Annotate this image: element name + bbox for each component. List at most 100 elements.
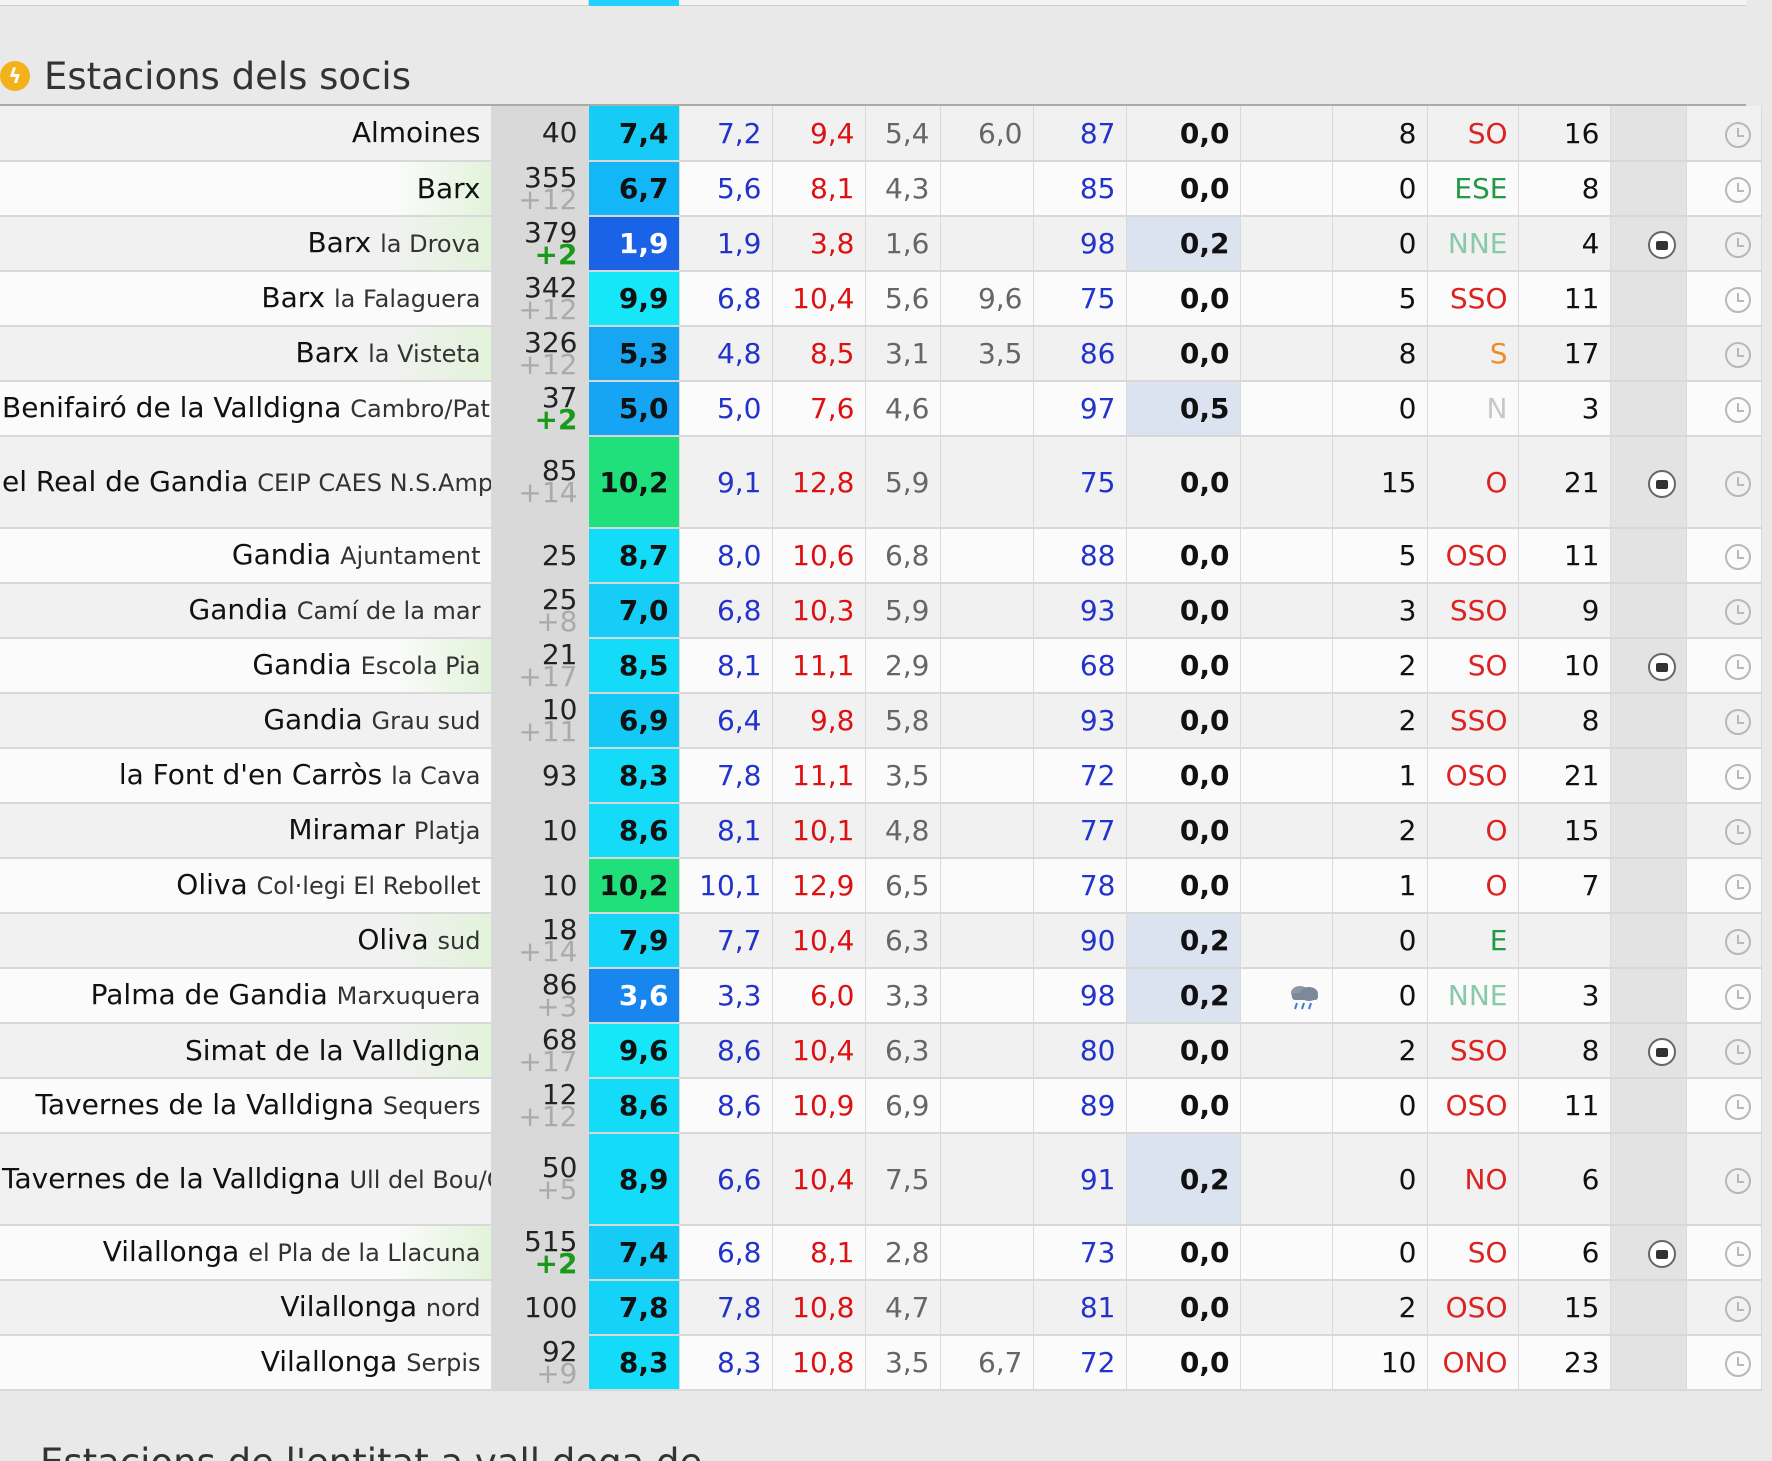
history-cell[interactable] <box>1686 1133 1762 1226</box>
station-location[interactable]: la Falaguera <box>334 285 481 313</box>
station-row[interactable]: Tavernes de la Valldigna Sequers 12 +12 8,6… <box>0 1078 1762 1134</box>
station-name-cell[interactable]: Gandia Grau sud <box>0 693 492 749</box>
clock-icon[interactable] <box>1724 929 1751 955</box>
station-name-cell[interactable]: Palma de Gandia Marxuquera <box>0 968 492 1024</box>
history-cell[interactable] <box>1686 326 1762 382</box>
station-place[interactable]: Oliva <box>357 923 429 956</box>
clock-icon[interactable] <box>1724 764 1751 790</box>
station-location[interactable]: nord <box>425 1294 481 1322</box>
station-location[interactable]: Escola Pia <box>360 652 481 680</box>
history-cell[interactable] <box>1686 913 1762 969</box>
station-name-cell[interactable]: Barx la Visteta <box>0 326 492 382</box>
station-location[interactable]: Sequers <box>382 1092 481 1120</box>
clock-icon[interactable] <box>1724 709 1751 735</box>
station-row[interactable]: Barx 355 +12 6,7 5,6 8,1 4,3 85 0,0 0 ESE 8 <box>0 161 1762 217</box>
camera-icon[interactable] <box>1647 231 1676 259</box>
history-cell[interactable] <box>1686 968 1762 1024</box>
history-cell[interactable] <box>1686 216 1762 272</box>
clock-icon[interactable] <box>1724 232 1751 258</box>
station-location[interactable]: CEIP CAES N.S.Amparo <box>257 468 491 497</box>
station-location[interactable]: la Cava <box>391 762 481 790</box>
station-location[interactable]: Ajuntament <box>340 542 481 570</box>
history-cell[interactable] <box>1686 161 1762 217</box>
webcam-cell[interactable] <box>1610 216 1687 272</box>
clock-icon[interactable] <box>1724 397 1751 423</box>
clock-icon[interactable] <box>1724 544 1751 570</box>
station-name-cell[interactable]: Gandia Ajuntament <box>0 528 492 584</box>
station-name-cell[interactable]: Almoines <box>0 106 492 162</box>
station-location[interactable]: Marxuquera <box>336 982 481 1010</box>
station-name-cell[interactable]: Barx <box>0 161 492 217</box>
station-row[interactable]: Palma de Gandia Marxuquera 86 +3 3,6 3,3 6,0 3… <box>0 968 1762 1024</box>
station-place[interactable]: la Font d'en Carròs <box>118 758 383 791</box>
station-row[interactable]: Miramar Platja 10 8,6 8,1 10,1 4,8 77 0,0 2 O 15 <box>0 803 1762 859</box>
clock-icon[interactable] <box>1724 599 1751 625</box>
history-cell[interactable] <box>1686 803 1762 859</box>
station-place[interactable]: Vilallonga <box>102 1235 240 1268</box>
history-cell[interactable] <box>1686 1225 1762 1281</box>
history-cell[interactable] <box>1686 436 1762 529</box>
station-name-cell[interactable]: el Real de Gandia CEIP CAES N.S.Amparo <box>0 436 492 529</box>
clock-icon[interactable] <box>1724 470 1751 497</box>
station-place[interactable]: Oliva <box>176 868 248 901</box>
station-name-cell[interactable]: la Font d'en Carròs la Cava <box>0 748 492 804</box>
station-place[interactable]: Vilallonga <box>260 1345 398 1378</box>
camera-icon[interactable] <box>1647 1240 1676 1268</box>
history-cell[interactable] <box>1686 381 1762 437</box>
station-location[interactable]: Cambro/Pator <box>350 395 490 423</box>
clock-icon[interactable] <box>1724 819 1751 845</box>
station-name-cell[interactable]: Vilallonga nord <box>0 1280 492 1336</box>
station-location[interactable]: el Pla de la Llacuna <box>248 1239 481 1267</box>
station-row[interactable]: Tavernes de la Valldigna Ull del Bou/Cam… <box>0 1133 1762 1226</box>
clock-icon[interactable] <box>1724 1094 1751 1120</box>
station-location[interactable]: Col·legi El Rebollet <box>256 872 481 900</box>
station-location[interactable]: Serpis <box>406 1349 481 1377</box>
station-name-cell[interactable]: Tavernes de la Valldigna Sequers <box>0 1078 492 1134</box>
history-cell[interactable] <box>1686 638 1762 694</box>
clock-icon[interactable] <box>1724 177 1751 203</box>
station-name-cell[interactable]: Simat de la Valldigna <box>0 1023 492 1079</box>
history-cell[interactable] <box>1686 748 1762 804</box>
history-cell[interactable] <box>1686 106 1762 162</box>
history-cell[interactable] <box>1686 1023 1762 1079</box>
station-place[interactable]: el Real de Gandia <box>2 464 249 498</box>
clock-icon[interactable] <box>1724 1241 1751 1267</box>
history-cell[interactable] <box>1686 528 1762 584</box>
clock-icon[interactable] <box>1724 287 1751 313</box>
station-location[interactable]: la Drova <box>380 230 481 258</box>
station-row[interactable]: el Real de Gandia CEIP CAES N.S.Amparo85… <box>0 436 1762 529</box>
station-place[interactable]: Gandia <box>231 538 332 571</box>
webcam-cell[interactable] <box>1610 638 1687 694</box>
station-place[interactable]: Gandia <box>263 703 363 736</box>
history-cell[interactable] <box>1686 583 1762 639</box>
station-name-cell[interactable]: Oliva sud <box>0 913 492 969</box>
station-row[interactable]: Benifairó de la Valldigna Cambro/Pator37… <box>0 381 1762 437</box>
station-row[interactable]: Almoines 40 7,4 7,2 9,4 5,4 6,0 87 0,0 8 SO 16 <box>0 106 1762 162</box>
station-place[interactable]: Tavernes de la Valldigna <box>35 1088 374 1121</box>
station-row[interactable]: Oliva sud 18 +14 7,9 7,7 10,4 6,3 90 0,2 0 E <box>0 913 1762 969</box>
station-place[interactable]: Miramar <box>288 813 405 846</box>
station-row[interactable]: Gandia Ajuntament 25 8,7 8,0 10,6 6,8 88 0,0 5 OS… <box>0 528 1762 584</box>
station-row[interactable]: Vilallonga Serpis 92 +9 8,3 8,3 10,8 3,5 6,7 72 0… <box>0 1335 1762 1391</box>
history-cell[interactable] <box>1686 1078 1762 1134</box>
station-location[interactable]: sud <box>437 927 481 955</box>
history-cell[interactable] <box>1686 271 1762 327</box>
station-row[interactable]: la Font d'en Carròs la Cava 93 8,3 7,8 11,1 3… <box>0 748 1762 804</box>
station-location[interactable]: Camí de la mar <box>296 597 481 625</box>
station-place[interactable]: Barx <box>416 171 481 205</box>
station-place[interactable]: Tavernes de la Valldigna <box>2 1161 341 1195</box>
camera-icon[interactable] <box>1647 653 1676 681</box>
clock-icon[interactable] <box>1724 874 1751 900</box>
history-cell[interactable] <box>1686 1280 1762 1336</box>
station-place[interactable]: Barx <box>295 336 360 369</box>
station-location[interactable]: la Visteta <box>368 340 481 368</box>
station-name-cell[interactable]: Miramar Platja <box>0 803 492 859</box>
station-name-cell[interactable]: Tavernes de la Valldigna Ull del Bou/Cam… <box>0 1133 492 1226</box>
station-location[interactable]: Grau sud <box>371 707 481 735</box>
station-place[interactable]: Palma de Gandia <box>90 978 328 1011</box>
station-place[interactable]: Simat de la Valldigna <box>184 1033 481 1067</box>
station-name-cell[interactable]: Gandia Escola Pia <box>0 638 492 694</box>
station-row[interactable]: Oliva Col·legi El Rebollet 10 10,2 10,1 12,9… <box>0 858 1762 914</box>
webcam-cell[interactable] <box>1610 1023 1687 1079</box>
clock-icon[interactable] <box>1724 1296 1751 1322</box>
